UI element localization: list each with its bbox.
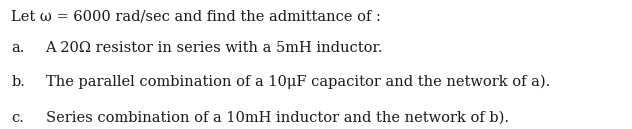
Text: Series combination of a 10mH inductor and the network of b).: Series combination of a 10mH inductor an…: [46, 111, 509, 125]
Text: b.: b.: [11, 75, 25, 89]
Text: c.: c.: [11, 111, 24, 125]
Text: Let ω = 6000 rad/sec and find the admittance of :: Let ω = 6000 rad/sec and find the admitt…: [11, 9, 381, 23]
Text: The parallel combination of a 10μF capacitor and the network of a).: The parallel combination of a 10μF capac…: [46, 75, 550, 89]
Text: a.: a.: [11, 41, 25, 55]
Text: A 20Ω resistor in series with a 5mH inductor.: A 20Ω resistor in series with a 5mH indu…: [46, 41, 383, 55]
